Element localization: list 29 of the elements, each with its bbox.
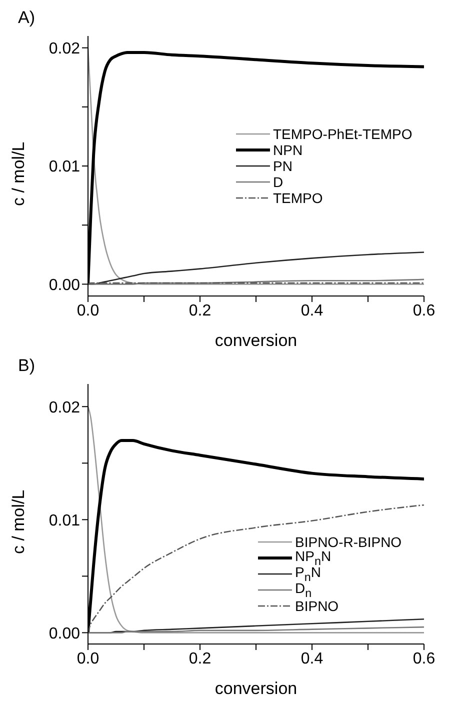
x-tick-label: 0.4 <box>300 302 324 320</box>
y-tick-label: 0.01 <box>48 158 80 176</box>
y-axis-title: c / mol/L <box>9 490 28 554</box>
y-axis-title: c / mol/L <box>9 142 28 206</box>
x-tick-label: 0.0 <box>76 650 100 668</box>
legend-label: D <box>273 174 284 190</box>
x-tick-label: 0.6 <box>412 650 436 668</box>
y-tick-label: 0.00 <box>48 276 80 294</box>
chart-title: B) <box>18 356 36 376</box>
x-tick-label: 0.6 <box>412 302 436 320</box>
x-tick-label: 0.4 <box>300 650 324 668</box>
line-series <box>88 504 424 634</box>
x-tick-label: 0.0 <box>76 302 100 320</box>
legend-label: TEMPO-PhEt-TEMPO <box>273 126 412 142</box>
y-tick-label: 0.02 <box>48 40 80 58</box>
x-axis-title: conversion <box>214 679 298 698</box>
line-series <box>88 406 424 634</box>
y-tick-label: 0.00 <box>48 625 80 642</box>
chart-title: A) <box>18 8 36 28</box>
x-tick-label: 0.2 <box>188 650 212 668</box>
legend-label: NPN <box>273 142 303 158</box>
legend-label: BIPNO-R-BIPNO <box>295 534 402 550</box>
legend-label: TEMPO <box>273 190 323 206</box>
x-axis-title: conversion <box>214 331 298 350</box>
legend-label: BIPNO <box>295 598 339 614</box>
x-tick-label: 0.2 <box>188 302 212 320</box>
legend-label: PN <box>273 158 292 174</box>
y-tick-label: 0.01 <box>48 512 80 530</box>
y-tick-label: 0.02 <box>48 399 80 416</box>
